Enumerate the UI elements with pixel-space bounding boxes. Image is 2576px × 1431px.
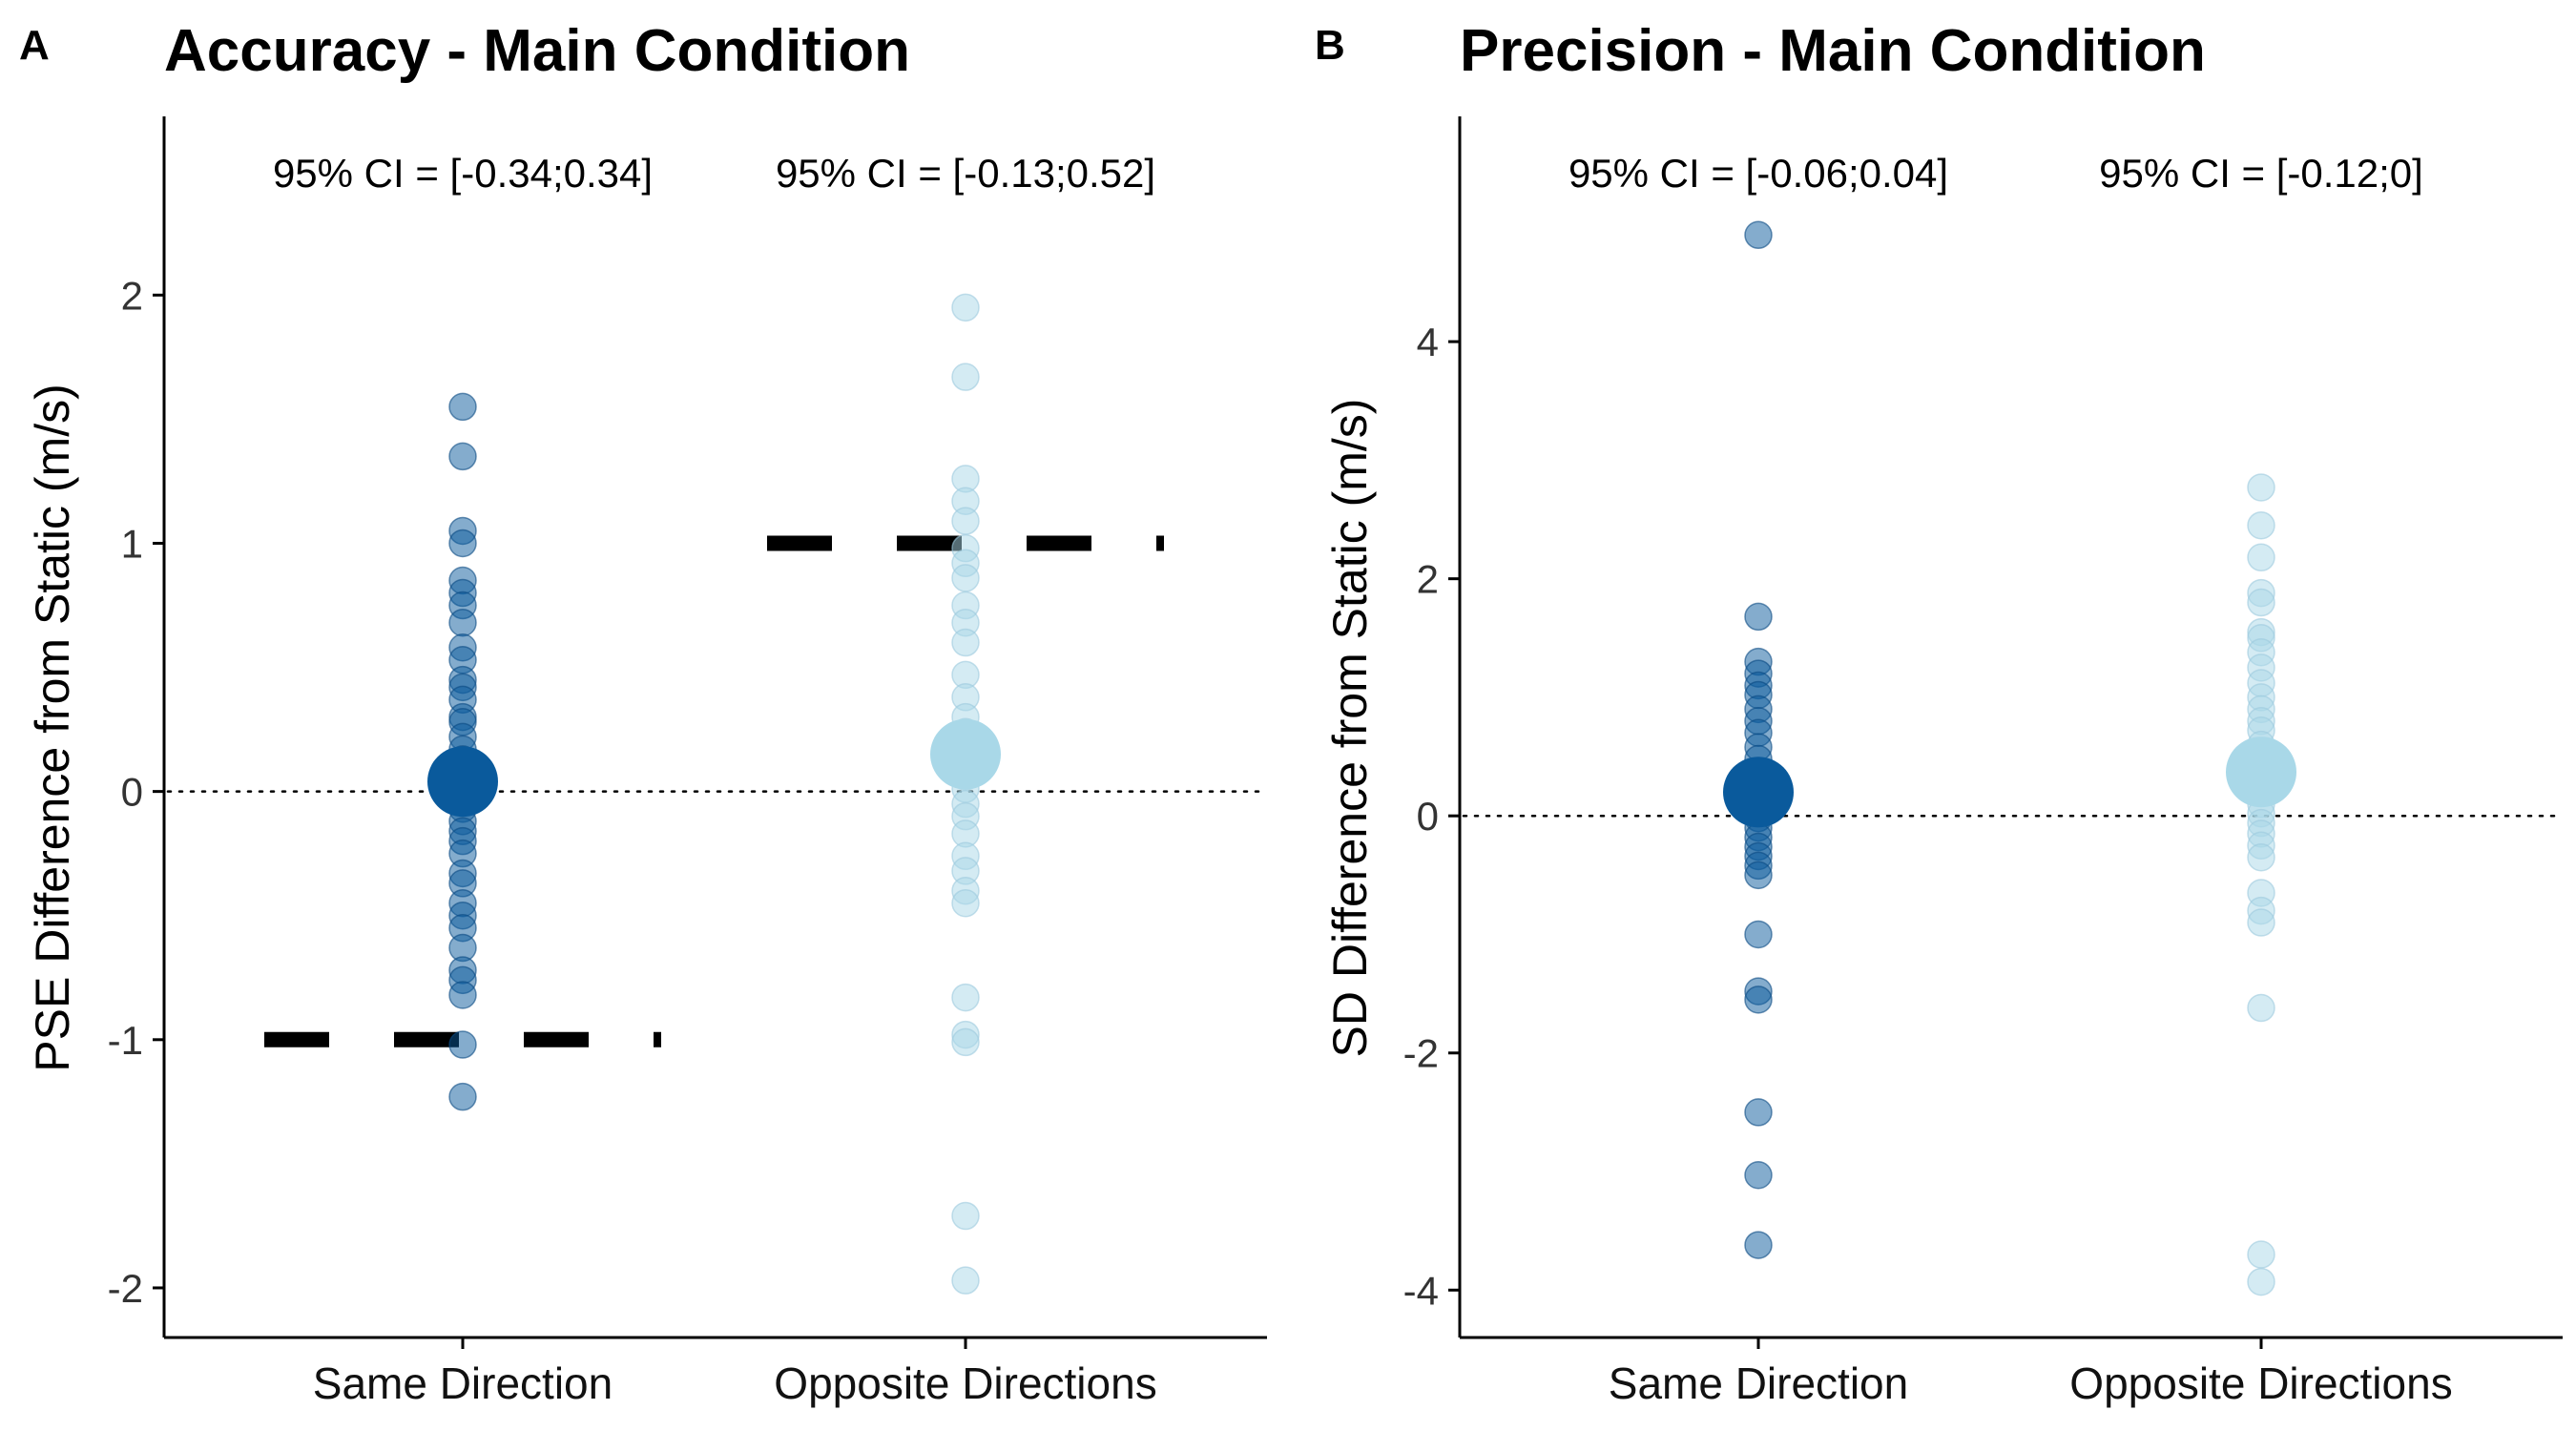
plot-area-accuracy: -2 -1 0 1 2 Same Direction Opposite Directions…	[108, 116, 1269, 1408]
panel-accuracy: A Accuracy - Main Condition PSE Differen…	[19, 18, 1269, 1408]
x-tick-label: Opposite Directions	[2069, 1358, 2452, 1408]
y-tick-label: -2	[1403, 1031, 1439, 1076]
data-point	[951, 564, 980, 592]
y-tick-label: 0	[121, 770, 143, 815]
data-point	[1744, 920, 1773, 949]
data-point	[2247, 510, 2275, 540]
data-point	[2247, 993, 2275, 1023]
data-point	[2247, 842, 2275, 872]
data-point	[448, 392, 477, 422]
data-point	[951, 888, 980, 918]
data-point	[1744, 1098, 1773, 1127]
data-point	[1744, 602, 1773, 632]
panel-precision: B Precision - Main Condition SD Differen…	[1315, 18, 2565, 1408]
data-point	[951, 507, 980, 535]
y-tick-label: 1	[121, 521, 143, 566]
data-point	[951, 1201, 980, 1231]
data-point	[951, 1027, 980, 1057]
data-point	[951, 628, 980, 657]
data-point	[448, 981, 477, 1009]
x-tick-label: Same Direction	[313, 1358, 613, 1408]
y-tick-label: 2	[1417, 557, 1439, 602]
ci-label: 95% CI = [-0.12;0]	[2099, 151, 2423, 196]
data-point	[448, 1030, 477, 1059]
data-point	[2247, 1240, 2275, 1269]
chart-title-accuracy: Accuracy - Main Condition	[164, 18, 910, 84]
data-point	[2247, 473, 2275, 502]
data-point	[2247, 543, 2275, 572]
data-point	[951, 1266, 980, 1295]
data-point	[448, 1082, 477, 1111]
data-point	[951, 363, 980, 391]
chart-title-precision: Precision - Main Condition	[1460, 18, 2206, 84]
y-tick-label: 0	[1417, 794, 1439, 839]
data-point	[448, 442, 477, 471]
data-point	[1744, 985, 1773, 1014]
ci-label: 95% CI = [-0.34;0.34]	[273, 151, 653, 196]
data-point	[448, 529, 477, 558]
data-point	[2247, 588, 2275, 617]
y-tick-label: 4	[1417, 320, 1439, 364]
panel-label-a: A	[19, 22, 50, 69]
mean-marker	[427, 746, 498, 818]
y-tick-label: 2	[121, 273, 143, 318]
plot-area-precision: -4 -2 0 2 4 Same Direction Opposite Directions…	[1403, 116, 2565, 1408]
y-axis-label-precision: SD Difference from Static (m/s)	[1323, 399, 1377, 1058]
ci-label: 95% CI = [-0.06;0.04]	[1568, 151, 1948, 196]
data-point	[1744, 220, 1773, 250]
data-point	[448, 608, 477, 637]
data-point	[1744, 861, 1773, 890]
x-tick-label: Opposite Directions	[774, 1358, 1156, 1408]
data-point	[951, 983, 980, 1012]
mean-marker	[930, 718, 1001, 790]
data-point	[1744, 1160, 1773, 1190]
y-axis-label-accuracy: PSE Difference from Static (m/s)	[26, 384, 79, 1071]
data-point	[2247, 1267, 2275, 1296]
mean-marker	[1723, 757, 1794, 828]
data-point	[2247, 908, 2275, 937]
x-tick-label: Same Direction	[1609, 1358, 1908, 1408]
y-tick-label: -4	[1403, 1268, 1439, 1313]
data-point	[1744, 1231, 1773, 1259]
y-tick-label: -2	[108, 1266, 143, 1311]
ci-label: 95% CI = [-0.13;0.52]	[776, 151, 1155, 196]
y-tick-label: -1	[108, 1018, 143, 1063]
mean-marker	[2226, 736, 2296, 808]
panel-label-b: B	[1315, 22, 1345, 69]
data-point	[951, 293, 980, 322]
